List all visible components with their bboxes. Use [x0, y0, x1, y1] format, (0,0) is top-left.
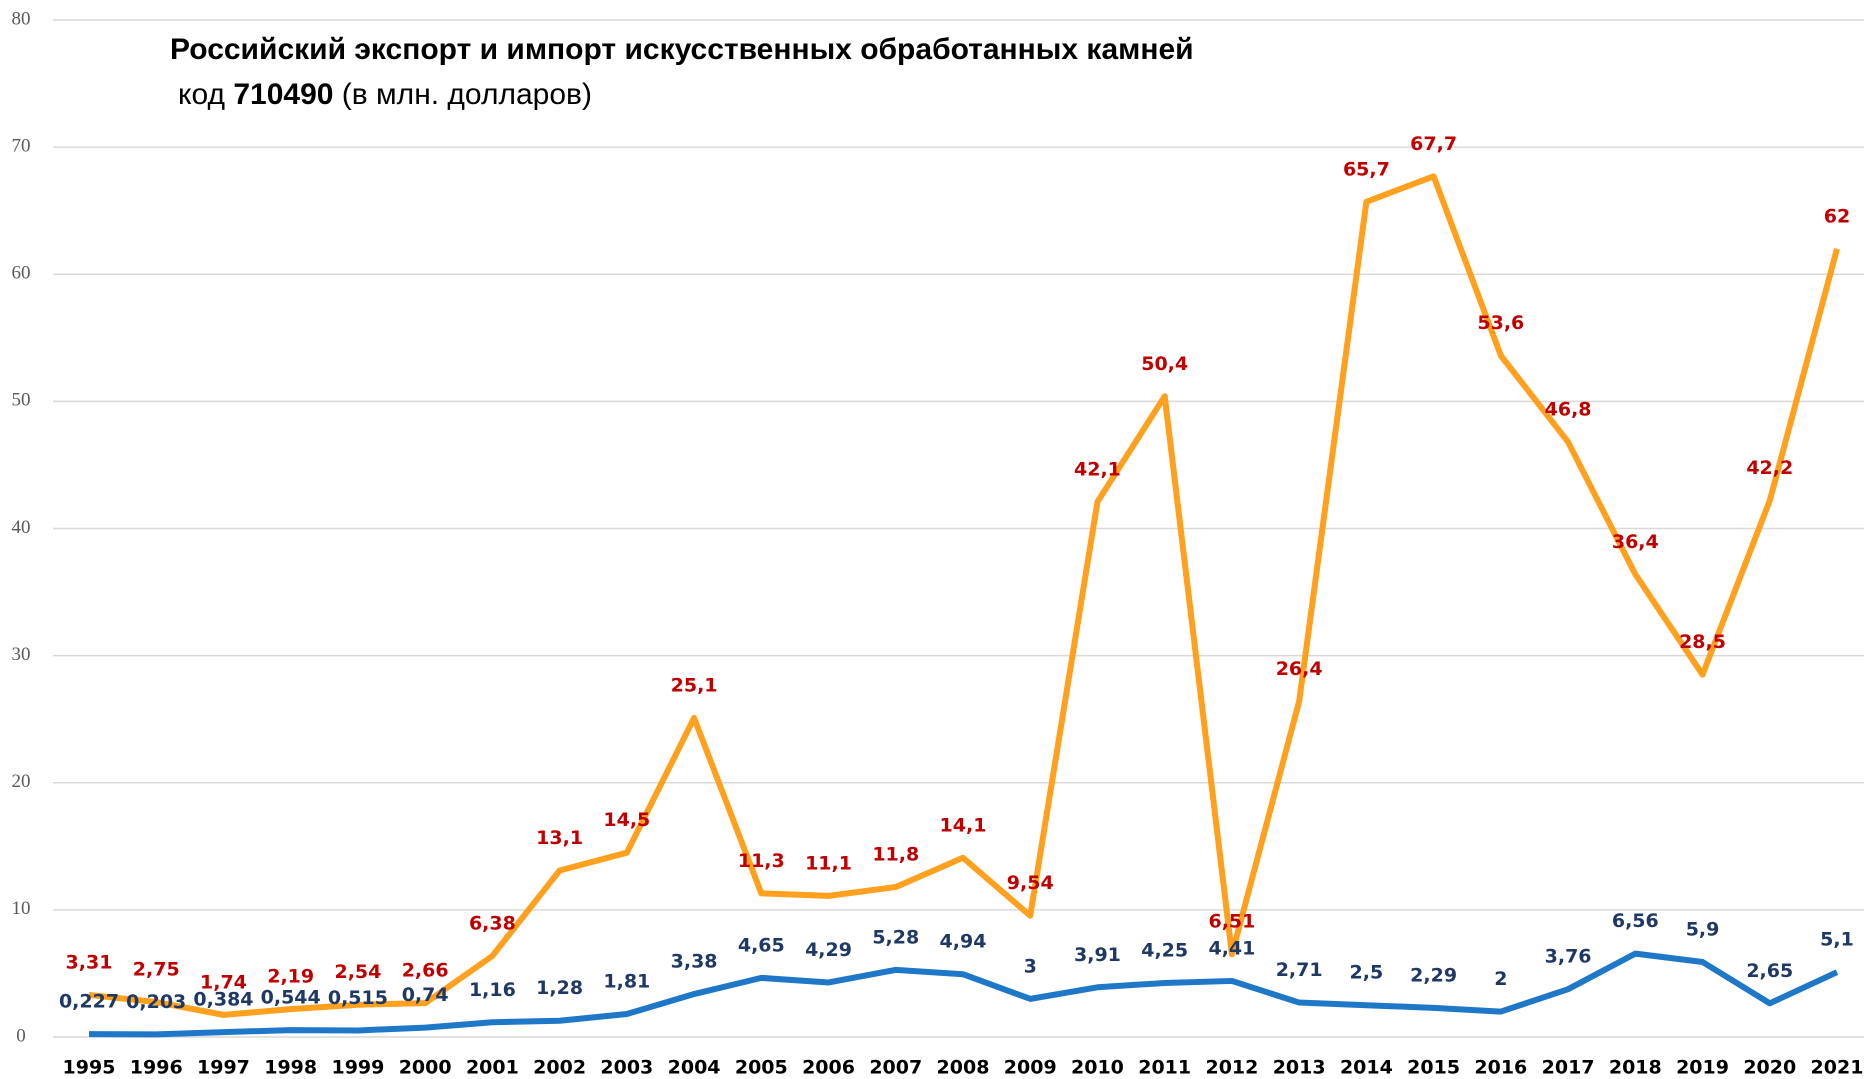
data-label: 13,1	[536, 827, 583, 849]
data-label: 2,66	[402, 960, 449, 982]
data-label: 42,1	[1074, 458, 1121, 480]
subtitle-part: (в млн. долларов)	[342, 78, 592, 111]
data-label: 25,1	[671, 674, 718, 696]
data-label: 14,5	[603, 809, 650, 831]
data-label: 0,74	[402, 984, 449, 1006]
x-tick-label: 1996	[130, 1057, 183, 1079]
data-label: 46,8	[1545, 399, 1592, 421]
x-tick-label: 2003	[600, 1057, 653, 1079]
x-tick-label: 2011	[1138, 1057, 1191, 1079]
data-label: 2,54	[334, 961, 381, 983]
x-tick-label: 2000	[399, 1057, 452, 1079]
y-tick-label: 40	[12, 517, 31, 538]
x-tick-label: 2007	[869, 1057, 922, 1079]
subtitle-code: 710490	[233, 78, 333, 111]
x-tick-label: 2017	[1542, 1057, 1595, 1079]
x-tick-label: 2021	[1811, 1057, 1864, 1079]
y-tick-label: 30	[12, 644, 31, 665]
data-label: 26,4	[1276, 658, 1323, 680]
data-label: 0,544	[261, 987, 321, 1009]
data-label: 0,384	[193, 989, 253, 1011]
data-label: 5,28	[872, 926, 919, 948]
data-label: 65,7	[1343, 158, 1390, 180]
data-label: 9,54	[1007, 872, 1054, 894]
data-label: 2,75	[133, 959, 180, 981]
data-label: 1,16	[469, 979, 516, 1001]
data-label: 6,51	[1208, 911, 1255, 933]
y-tick-label: 50	[12, 390, 31, 411]
subtitle-part: код	[178, 78, 225, 111]
x-tick-label: 2019	[1676, 1057, 1729, 1079]
data-label: 0,515	[328, 987, 388, 1009]
x-tick-label: 2002	[533, 1057, 586, 1079]
data-label: 42,2	[1746, 457, 1793, 479]
data-label: 2,5	[1350, 962, 1384, 984]
data-label: 11,1	[805, 852, 852, 874]
x-tick-label: 2014	[1340, 1057, 1393, 1079]
data-label: 11,8	[872, 843, 919, 865]
data-label: 2,19	[267, 966, 314, 988]
x-tick-label: 1995	[63, 1057, 116, 1079]
data-label: 3,76	[1545, 946, 1592, 968]
data-label: 5,1	[1820, 929, 1854, 951]
data-label: 1,28	[536, 977, 583, 999]
x-tick-label: 2008	[937, 1057, 990, 1079]
data-label: 3,38	[671, 951, 718, 973]
x-tick-label: 2012	[1205, 1057, 1258, 1079]
x-tick-label: 2018	[1609, 1057, 1662, 1079]
y-tick-label: 60	[12, 263, 31, 284]
y-tick-label: 10	[12, 898, 31, 919]
data-label: 1,74	[200, 971, 247, 993]
chart-subtitle: код 710490 (в млн. долларов)	[178, 78, 592, 111]
data-label: 1,81	[603, 970, 650, 992]
data-label: 53,6	[1477, 312, 1524, 334]
data-label: 14,1	[940, 814, 987, 836]
data-label: 2	[1494, 968, 1507, 990]
data-label: 6,38	[469, 912, 516, 934]
x-tick-label: 2016	[1474, 1057, 1527, 1079]
data-label: 2,65	[1746, 960, 1793, 982]
data-label: 3,91	[1074, 944, 1121, 966]
data-label: 50,4	[1141, 353, 1188, 375]
data-label: 3,31	[66, 951, 113, 973]
x-tick-label: 2010	[1071, 1057, 1124, 1079]
data-label: 62	[1824, 205, 1850, 227]
data-label: 6,56	[1612, 910, 1659, 932]
data-label: 0,203	[126, 991, 186, 1013]
data-label: 4,29	[805, 939, 852, 961]
data-label: 4,41	[1208, 937, 1255, 959]
x-tick-label: 2001	[466, 1057, 519, 1079]
data-label: 4,65	[738, 934, 785, 956]
series-line	[88, 950, 1839, 1038]
data-label: 2,29	[1410, 964, 1457, 986]
x-tick-label: 2009	[1004, 1057, 1057, 1079]
x-tick-label: 2020	[1743, 1057, 1796, 1079]
data-label: 4,94	[940, 931, 987, 953]
y-tick-label: 20	[12, 771, 31, 792]
x-tick-label: 2015	[1407, 1057, 1460, 1079]
data-label: 0,227	[59, 991, 119, 1013]
y-tick-label: 70	[12, 135, 31, 156]
x-tick-label: 1999	[331, 1057, 384, 1079]
data-label: 28,5	[1679, 631, 1726, 653]
x-tick-label: 2005	[735, 1057, 788, 1079]
x-tick-label: 2004	[668, 1057, 721, 1079]
data-label: 11,3	[738, 850, 785, 872]
data-label: 4,25	[1141, 939, 1188, 961]
data-label: 2,71	[1276, 959, 1323, 981]
data-label: 36,4	[1612, 531, 1659, 553]
y-tick-label: 0	[16, 1025, 26, 1046]
data-label: 67,7	[1410, 133, 1457, 155]
chart-title: Российский экспорт и импорт искусственны…	[170, 33, 1194, 66]
data-label: 3	[1024, 955, 1037, 977]
series-line	[88, 173, 1840, 1018]
x-tick-label: 2006	[802, 1057, 855, 1079]
y-tick-label: 80	[12, 8, 31, 29]
grid	[53, 19, 1864, 1038]
x-tick-label: 2013	[1273, 1057, 1326, 1079]
x-tick-label: 1997	[197, 1057, 250, 1079]
x-tick-label: 1998	[264, 1057, 317, 1079]
data-label: 5,9	[1686, 918, 1720, 940]
